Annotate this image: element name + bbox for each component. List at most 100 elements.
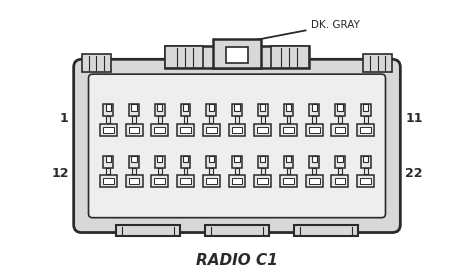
Bar [151,124,168,136]
Bar [360,178,371,184]
Text: 11: 11 [405,112,423,125]
Bar [183,156,188,162]
Bar [228,175,246,187]
FancyBboxPatch shape [89,74,385,218]
Bar [254,175,271,187]
Bar [364,168,368,174]
Bar [364,116,368,123]
Bar [165,46,203,68]
Bar [294,225,358,236]
Bar [157,104,163,111]
Bar [357,175,374,187]
Bar [131,104,137,111]
Bar [155,104,164,116]
Bar [180,127,191,133]
Bar [116,225,180,236]
Bar [261,168,264,174]
Bar [100,175,117,187]
Bar [209,104,214,111]
FancyBboxPatch shape [73,59,401,233]
Bar [232,104,242,116]
Bar [106,116,110,123]
Bar [337,104,343,111]
Bar [157,156,163,162]
Bar [180,178,191,184]
Bar [310,104,319,116]
Bar [132,116,136,123]
Bar [155,178,165,184]
Bar [311,156,317,162]
Bar [103,178,114,184]
Bar [286,156,291,162]
Bar [106,168,110,174]
Bar [206,178,217,184]
Bar [228,124,246,136]
Bar [165,46,309,68]
Bar [126,124,143,136]
Bar [363,54,392,72]
Bar [306,175,323,187]
Bar [283,127,294,133]
Bar [131,156,137,162]
Bar [128,178,139,184]
Bar [213,39,261,68]
Text: 12: 12 [51,167,69,180]
Bar [312,168,316,174]
Bar [260,104,265,111]
Bar [335,156,345,168]
Bar [235,116,239,123]
Bar [261,116,264,123]
Bar [226,47,248,63]
Bar [271,46,309,68]
Bar [129,156,139,168]
Bar [155,156,164,168]
Bar [360,127,371,133]
Bar [205,225,269,236]
Bar [126,175,143,187]
Bar [103,127,114,133]
Bar [280,124,297,136]
Bar [158,168,162,174]
Bar [155,127,165,133]
Bar [203,175,220,187]
Text: RADIO C1: RADIO C1 [196,253,278,268]
Bar [151,175,168,187]
Bar [132,168,136,174]
Bar [283,104,293,116]
Bar [235,168,239,174]
Bar [283,178,294,184]
Bar [106,156,111,162]
Bar [210,116,213,123]
Bar [181,104,191,116]
Bar [337,156,343,162]
Bar [310,156,319,168]
Bar [206,104,216,116]
Bar [306,124,323,136]
Bar [280,175,297,187]
Bar [128,127,139,133]
Bar [338,116,342,123]
Bar [286,104,291,111]
Bar [106,104,111,111]
Bar [335,127,346,133]
Bar [158,116,162,123]
Bar [257,127,268,133]
Bar [210,168,213,174]
Bar [257,178,268,184]
Bar [309,178,319,184]
Bar [232,178,242,184]
Bar [232,127,242,133]
Text: 1: 1 [60,112,69,125]
Bar [254,124,271,136]
Bar [309,127,319,133]
Bar [183,116,188,123]
Bar [100,124,117,136]
Bar [331,175,348,187]
Bar [183,104,188,111]
Bar [258,104,268,116]
Bar [209,156,214,162]
Bar [82,54,111,72]
Bar [260,156,265,162]
Bar [357,124,374,136]
Bar [232,156,242,168]
